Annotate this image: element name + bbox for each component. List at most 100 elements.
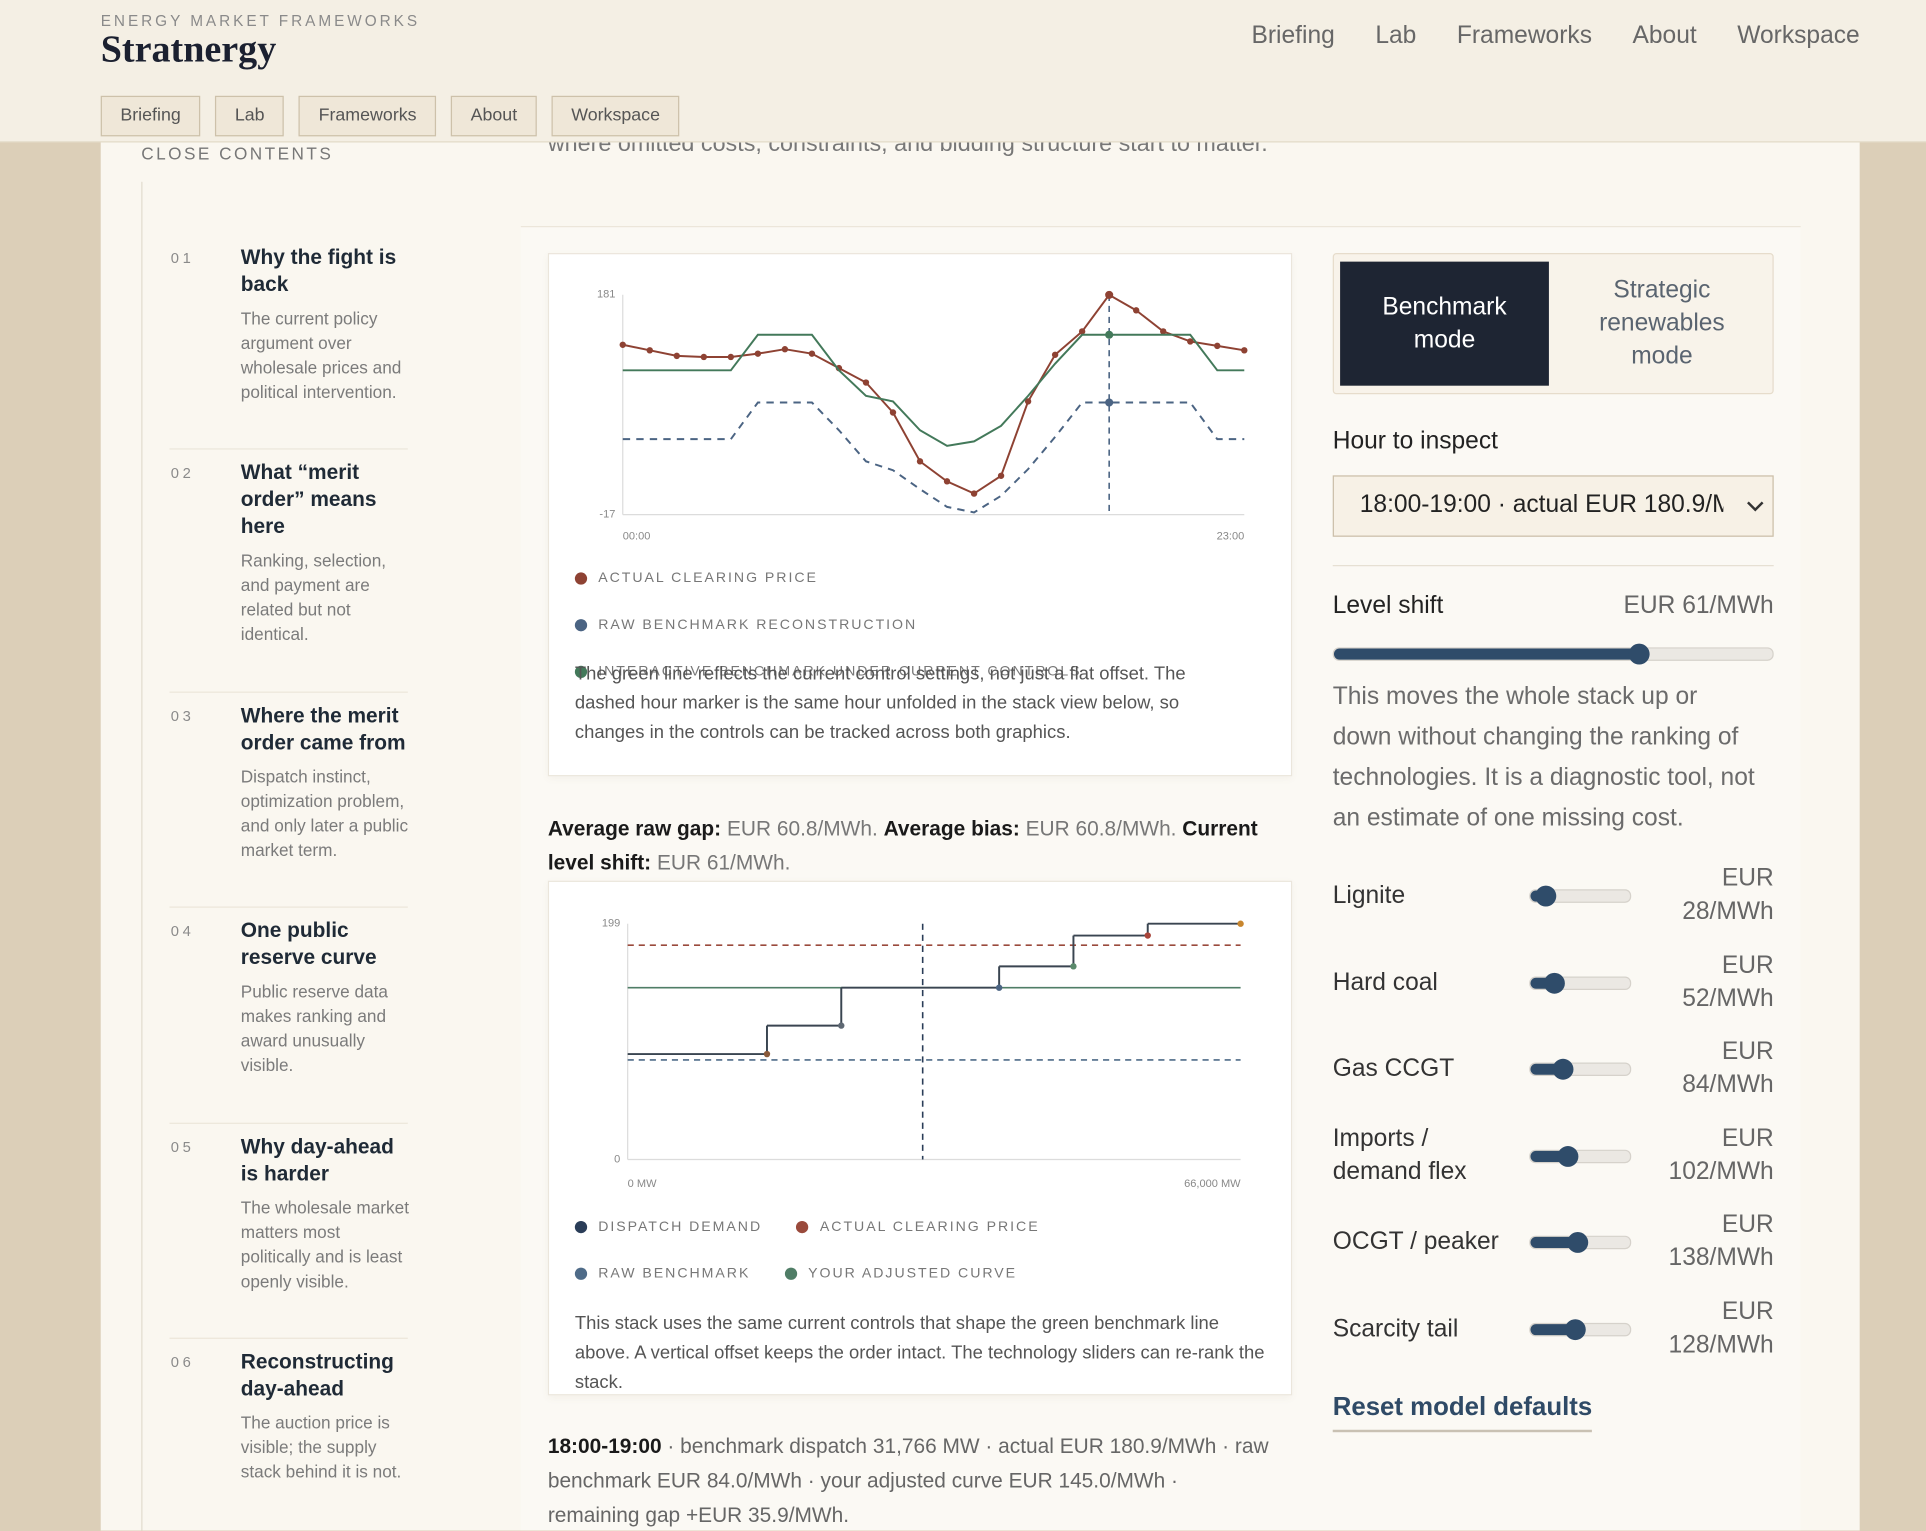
legend-item: ACTUAL CLEARING PRICE: [574, 567, 818, 589]
header: ENERGY MARKET FRAMEWORKS Stratnergy Brie…: [0, 0, 1926, 143]
divider: [1332, 565, 1774, 567]
toc-number: 02: [170, 464, 195, 482]
technology-name: OCGT / peaker: [1332, 1227, 1499, 1255]
technology-name: Imports / demand flex: [1332, 1125, 1467, 1186]
toc-item[interactable]: Reconstructing day-ahead The auction pric…: [241, 1349, 411, 1484]
summary-value: EUR 61/MWh.: [656, 851, 791, 875]
slider-fill: [1530, 1236, 1578, 1248]
legend-label: YOUR ADJUSTED CURVE: [808, 1266, 1018, 1282]
brand[interactable]: Stratnergy: [100, 27, 277, 71]
slider-fill: [1530, 1324, 1575, 1336]
legend-item: ACTUAL CLEARING PRICE: [796, 1216, 1040, 1238]
level-shift-help: This moves the whole stack up or down wi…: [1332, 682, 1755, 832]
mode-button[interactable]: Strategic renewables mode: [1550, 262, 1774, 386]
technology-name: Scarcity tail: [1332, 1314, 1459, 1342]
nav-link[interactable]: Frameworks: [1456, 22, 1592, 50]
summary-value: EUR 60.8/MWh.: [1025, 816, 1177, 841]
sidebar-line: [141, 181, 143, 1531]
tab[interactable]: Briefing: [100, 95, 201, 137]
technology-name: Gas CCGT: [1332, 1054, 1455, 1082]
toc-number: 06: [170, 1353, 195, 1371]
hour-detail: 18:00-19:00 · benchmark dispatch 31,766 …: [548, 1430, 1273, 1531]
hour-detail-hour: 18:00-19:00: [547, 1434, 662, 1459]
technology-value: EUR 52/MWh: [1682, 951, 1774, 1013]
toc-item[interactable]: One public reserve curve Public reserve d…: [241, 918, 411, 1078]
kicker: ENERGY MARKET FRAMEWORKS: [100, 12, 421, 30]
nav-link[interactable]: Lab: [1375, 22, 1417, 50]
tab[interactable]: Workspace: [551, 95, 680, 137]
legend-item: RAW BENCHMARK RECONSTRUCTION: [574, 614, 918, 636]
reset-link[interactable]: Reset model defaults: [1332, 1393, 1593, 1433]
mode-label: Strategic renewables mode: [1599, 276, 1725, 370]
slider-thumb[interactable]: [1543, 972, 1565, 994]
summary-label: Average raw gap:: [547, 816, 722, 841]
toc-number: 01: [170, 249, 195, 267]
slider-thumb[interactable]: [1567, 1232, 1589, 1253]
legend-dot: [574, 665, 588, 679]
technology-value: EUR 128/MWh: [1668, 1298, 1774, 1359]
legend-label: ACTUAL CLEARING PRICE: [598, 571, 818, 586]
toc-item[interactable]: Why the fight is back The current policy …: [241, 244, 411, 404]
legend-item: YOUR ADJUSTED CURVE: [784, 1263, 1018, 1285]
toc-description: Dispatch instinct, optimization problem,…: [240, 766, 409, 860]
hour-detail-text: · benchmark dispatch 31,766 MW · actual …: [547, 1434, 1269, 1527]
legend-label: INTERACTIVE BENCHMARK UNDER CURRENT CONT…: [598, 664, 1082, 680]
tab[interactable]: Frameworks: [298, 95, 437, 137]
toc-separator: [169, 691, 408, 693]
legend-dot: [574, 1267, 588, 1280]
toc-description: Ranking, selection, and payment are rela…: [240, 550, 387, 644]
legend-dot: [574, 572, 588, 585]
toc-separator: [169, 448, 408, 450]
legend-label: RAW BENCHMARK RECONSTRUCTION: [598, 617, 918, 633]
caption: This stack uses the same current control…: [574, 1313, 1265, 1393]
toc-description: Public reserve data makes ranking and aw…: [240, 981, 388, 1075]
legend-dot: [574, 619, 588, 632]
slider-thumb[interactable]: [1557, 1146, 1579, 1167]
toc-item[interactable]: Why day-ahead is harder The wholesale mar…: [241, 1134, 411, 1294]
toc-item[interactable]: Where the merit order came from Dispatch …: [241, 703, 411, 863]
toc-title: Why day-ahead is harder: [240, 1134, 394, 1186]
slider-thumb[interactable]: [1564, 1319, 1586, 1341]
hour-select-value: 18:00-19:00 · actual EUR 180.9/MWh: [1359, 491, 1724, 519]
technology-value: EUR 84/MWh: [1682, 1037, 1774, 1099]
tab[interactable]: About: [450, 95, 537, 137]
toc-description: The wholesale market matters most politi…: [240, 1197, 409, 1291]
nav-link[interactable]: Workspace: [1737, 22, 1860, 50]
legend-dot: [574, 1220, 588, 1234]
technology-name: Lignite: [1332, 881, 1406, 909]
nav-link[interactable]: About: [1632, 22, 1697, 50]
legend-item: DISPATCH DEMAND: [574, 1216, 762, 1238]
toc-description: The auction price is visible; the supply…: [240, 1412, 402, 1482]
technology-value: EUR 28/MWh: [1682, 864, 1774, 925]
slider-thumb[interactable]: [1535, 885, 1557, 907]
slider-fill: [1530, 1150, 1568, 1162]
slider-thumb[interactable]: [1628, 643, 1650, 665]
hour-label: Hour to inspect: [1332, 427, 1498, 455]
toc-title: What “merit order” means here: [240, 460, 377, 539]
technology-value: EUR 102/MWh: [1668, 1125, 1774, 1186]
technology-value: EUR 138/MWh: [1668, 1211, 1774, 1272]
legend-label: ACTUAL CLEARING PRICE: [819, 1219, 1040, 1235]
summary-label: Average bias:: [883, 816, 1020, 841]
summary: Average raw gap: EUR 60.8/MWh. Average b…: [548, 812, 1300, 881]
legend: DISPATCH DEMAND ACTUAL CLEARING PRICE RAW …: [574, 1216, 1214, 1285]
toc-description: The current policy argument over wholesa…: [240, 308, 402, 402]
toc-item[interactable]: What “merit order” means here Ranking, se…: [241, 459, 411, 646]
close-contents[interactable]: CLOSE CONTENTS: [141, 143, 334, 164]
technology-name: Hard coal: [1332, 968, 1438, 996]
slider-thumb[interactable]: [1552, 1058, 1574, 1080]
toc-number: 04: [170, 922, 195, 940]
nav-link[interactable]: Briefing: [1251, 22, 1335, 50]
toc-number: 05: [170, 1138, 195, 1156]
legend-item: INTERACTIVE BENCHMARK UNDER CURRENT CONT…: [574, 661, 1082, 683]
toc-title: Reconstructing day-ahead: [240, 1349, 394, 1401]
hour-select[interactable]: 18:00-19:00 · actual EUR 180.9/MWh: [1332, 475, 1774, 537]
toc-title: Where the merit order came from: [240, 703, 406, 755]
legend-item: RAW BENCHMARK: [574, 1263, 751, 1285]
mode-button[interactable]: Benchmark mode: [1340, 261, 1549, 386]
toc-separator: [169, 1122, 408, 1124]
tab[interactable]: Lab: [215, 95, 285, 137]
